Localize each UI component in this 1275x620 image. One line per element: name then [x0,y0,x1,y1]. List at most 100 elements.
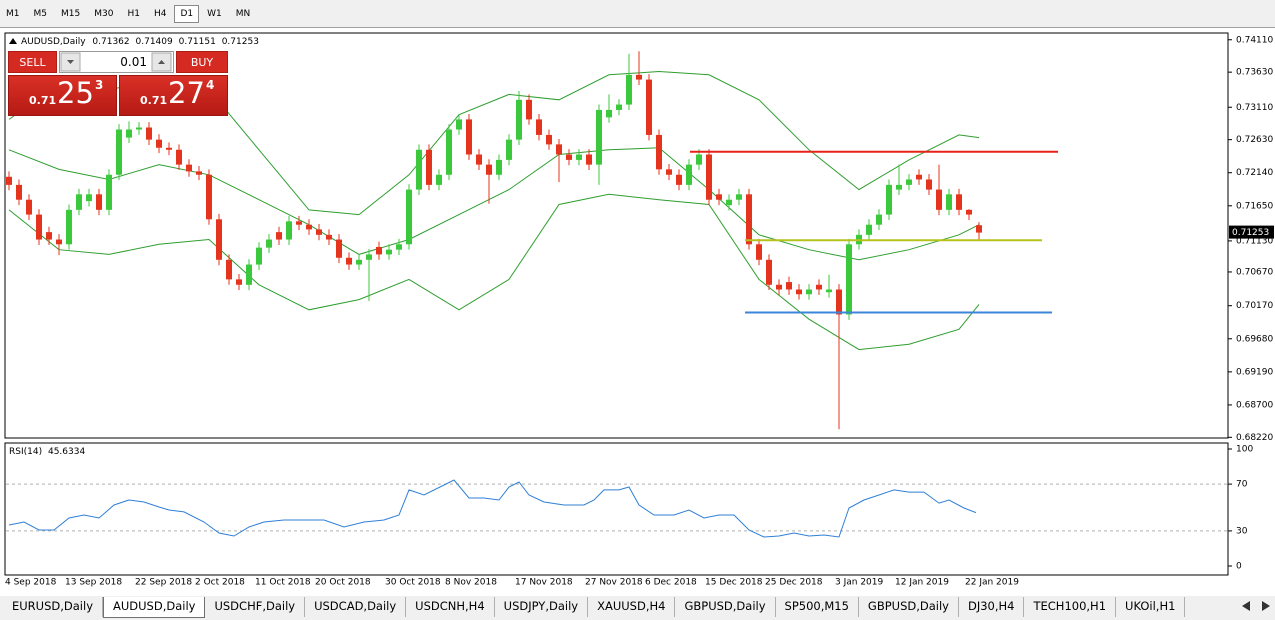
candle-body [336,239,342,258]
x-tick-label: 11 Oct 2018 [255,578,311,588]
candle-body [6,176,12,185]
arrow-icon [158,60,165,64]
candle-body [786,282,792,290]
sell-button[interactable]: SELL [8,51,57,73]
candle-body [136,127,142,130]
y-tick-label: 0 [1236,562,1242,572]
candle-body [236,279,242,285]
candle-body [716,194,722,200]
candle-body [886,184,892,215]
buy-button[interactable]: BUY [176,51,228,73]
chart-tab[interactable]: XAUUSD,H4 [588,597,676,617]
candle-body [906,179,912,185]
candle-body [186,164,192,172]
x-tick-label: 13 Sep 2018 [65,578,122,588]
candle-body [606,109,612,118]
candle-body [746,194,752,245]
tab-scroll [1242,601,1270,611]
chart-tab[interactable]: EURUSD,Daily [3,597,103,617]
candle-body [626,74,632,105]
candle-body [486,164,492,175]
candle-body [516,99,522,140]
candle-body [616,104,622,110]
candle-body [876,214,882,225]
candle-body [316,229,322,235]
ask-price[interactable]: 0.71 27 4 [119,75,228,116]
candle-body [226,259,232,280]
candle-body [326,234,332,240]
timeframe-button[interactable]: M1 [6,8,20,19]
candle-body [156,139,162,148]
lot-input[interactable]: 0.01 [59,51,174,73]
lot-up[interactable] [151,52,173,72]
chart-tab[interactable]: SP500,M15 [776,597,859,617]
candle-body [16,184,22,200]
chart-tab[interactable]: GBPUSD,Daily [675,597,776,617]
candle-body [46,232,52,240]
chart-tab[interactable]: GBPUSD,Daily [859,597,959,617]
chart-tabs: EURUSD,Daily AUDUSD,Daily USDCHF,Daily USDC… [3,597,1186,618]
ask-prefix: 0.71 [140,94,168,107]
lot-down[interactable] [60,52,82,72]
chart-tab[interactable]: TECH100,H1 [1024,597,1117,617]
candle-body [546,134,552,145]
rsi-value: 45.6334 [48,447,85,457]
timeframe-button[interactable]: MN [235,8,251,19]
candle-body [246,264,252,285]
low-value: 0.71151 [179,37,216,47]
x-tick-label: 20 Oct 2018 [315,578,371,588]
chart-menu-icon[interactable] [9,38,17,44]
bollinger-lower [8,193,980,351]
candle-body [976,225,982,233]
chart-tab[interactable]: USDCAD,Daily [305,597,407,617]
candle-body [646,79,652,135]
timeframe-button[interactable]: D1 [174,4,200,23]
candle-body [556,144,562,155]
y-tick-label: 0.69680 [1236,334,1273,344]
bid-big: 25 [57,76,94,110]
timeframe-button[interactable]: H4 [153,8,167,19]
timeframe-button[interactable]: M5 [33,8,48,19]
candle-body [176,149,182,165]
y-tick-label: 0.72140 [1236,168,1273,178]
candle-body [496,159,502,175]
candle-body [656,134,662,170]
chart-tab[interactable]: USDCHF,Daily [205,597,306,617]
timeframe-button[interactable]: M15 [61,8,81,19]
high-value: 0.71409 [136,37,173,47]
candle-body [836,289,842,315]
candle-body [386,249,392,255]
y-tick-label: 0.68220 [1236,433,1273,443]
chart-tab[interactable]: UKOil,H1 [1116,597,1186,617]
candle-body [566,154,572,160]
bid-price[interactable]: 0.71 25 3 [8,75,117,116]
y-tick-label: 0.70670 [1236,267,1273,277]
timeframe-button[interactable]: M30 [94,8,114,19]
candle-body [256,247,262,265]
chart-tab[interactable]: DJ30,H4 [959,597,1025,617]
ask-point: 4 [206,78,215,92]
candle-body [406,189,412,245]
candle-body [926,179,932,190]
candle-body [686,164,692,185]
candle-body [76,194,82,210]
candle-body [126,129,132,138]
scroll-right[interactable] [1262,601,1270,611]
candle-body [376,246,382,255]
candle-body [436,174,442,185]
scroll-left[interactable] [1242,601,1250,611]
candle-body [916,174,922,180]
close-value: 0.71253 [222,37,259,47]
chart-tab[interactable]: USDCNH,H4 [406,597,495,617]
timeframe-button[interactable]: H1 [127,8,140,19]
chart-tab[interactable]: USDJPY,Daily [495,597,589,617]
y-tick-label: 0.74110 [1236,35,1273,45]
candle-body [96,194,102,210]
candle-body [296,221,302,225]
timeframe-button[interactable]: W1 [207,8,222,19]
candle-body [776,284,782,290]
y-tick-label: 0.70170 [1236,301,1273,311]
candle-body [846,244,852,315]
chart-header: AUDUSD,Daily 0.71362 0.71409 0.71151 0.7… [21,37,259,47]
chart-tab[interactable]: AUDUSD,Daily [103,597,206,618]
